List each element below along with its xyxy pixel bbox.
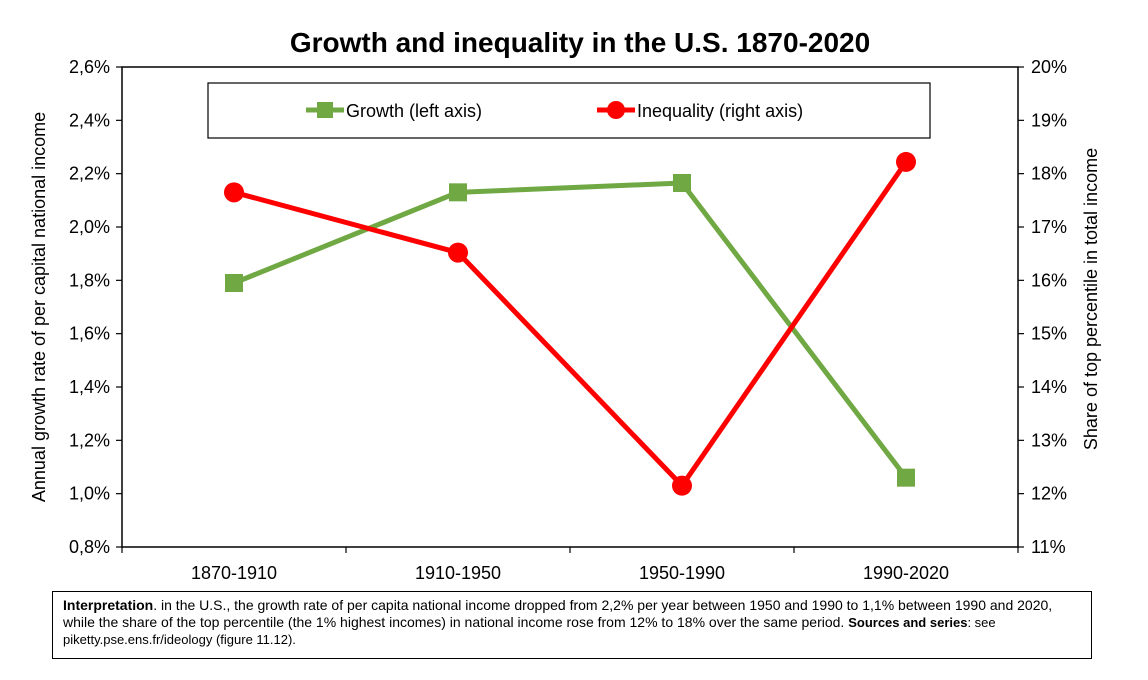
inequality-point — [448, 242, 468, 263]
y-left-tick-label: 1,4% — [69, 377, 110, 397]
growth-point — [449, 183, 467, 202]
y-left-tick-label: 2,2% — [69, 164, 110, 184]
y-right-tick-label: 11% — [1031, 537, 1066, 557]
y-axis-right-title: Share of top percentile in total income — [1081, 148, 1101, 450]
y-right-tick-label: 16% — [1031, 270, 1067, 290]
y-right-tick-label: 15% — [1031, 324, 1067, 344]
x-tick-label: 1990-2020 — [863, 563, 949, 583]
y-right-tick-label: 18% — [1031, 164, 1067, 184]
x-tick-label: 1870-1910 — [191, 563, 277, 583]
interpretation-note: Interpretation. in the U.S., the growth … — [52, 591, 1092, 659]
chart-title: Growth and inequality in the U.S. 1870-2… — [290, 27, 870, 58]
legend-marker-square — [317, 102, 333, 118]
y-right-tick-label: 19% — [1031, 110, 1067, 130]
growth-point — [673, 174, 691, 192]
sources-text: : see piketty.pse.ens.fr/ideology (figur… — [63, 615, 996, 647]
inequality-point — [896, 151, 916, 172]
plot-frame — [121, 66, 1019, 548]
inequality-point — [672, 475, 692, 496]
chart: Growth and inequality in the U.S. 1870-2… — [29, 27, 1101, 583]
series-layer — [224, 151, 916, 496]
x-tick-label: 1910-1950 — [415, 563, 501, 583]
legend-label: Growth (left axis) — [346, 101, 482, 121]
y-axis-left-title: Annual growth rate of per capital nation… — [29, 112, 49, 502]
interpretation-label: Interpretation — [63, 597, 154, 613]
growth-point — [225, 274, 243, 292]
y-left-tick-label: 2,0% — [69, 217, 110, 237]
y-left-tick-label: 2,6% — [69, 57, 110, 77]
y-left-tick-label: 0,8% — [69, 537, 110, 557]
growth-point — [897, 468, 915, 487]
axes — [116, 66, 1024, 553]
y-right-tick-label: 14% — [1031, 377, 1067, 397]
y-right-tick-label: 12% — [1031, 484, 1067, 504]
tick-labels: 0,8% 1,0% 1,2% 1,4% 1,6% 1,8% 2,0% 2,2% 2,4% 2,6%… — [69, 57, 1067, 583]
y-left-tick-label: 2,4% — [69, 110, 110, 130]
growth-series-line — [233, 180, 908, 480]
y-right-tick-label: 17% — [1031, 217, 1067, 237]
legend: Growth (left axis) Inequality (right axis… — [207, 82, 931, 139]
legend-label: Inequality (right axis) — [637, 101, 803, 121]
x-tick-label: 1950-1990 — [639, 563, 725, 583]
inequality-series-line — [233, 160, 909, 489]
y-left-tick-label: 1,0% — [69, 484, 110, 504]
y-left-tick-label: 1,2% — [69, 430, 110, 450]
y-left-tick-label: 1,8% — [69, 270, 110, 290]
y-left-tick-label: 1,6% — [69, 324, 110, 344]
y-right-tick-label: 13% — [1031, 430, 1067, 450]
legend-marker-circle — [607, 101, 625, 119]
inequality-point — [224, 182, 244, 203]
sources-label: Sources and series — [848, 615, 968, 630]
y-right-tick-label: 20% — [1031, 57, 1067, 77]
interpretation-text: . in the U.S., the growth rate of per ca… — [63, 597, 1053, 630]
